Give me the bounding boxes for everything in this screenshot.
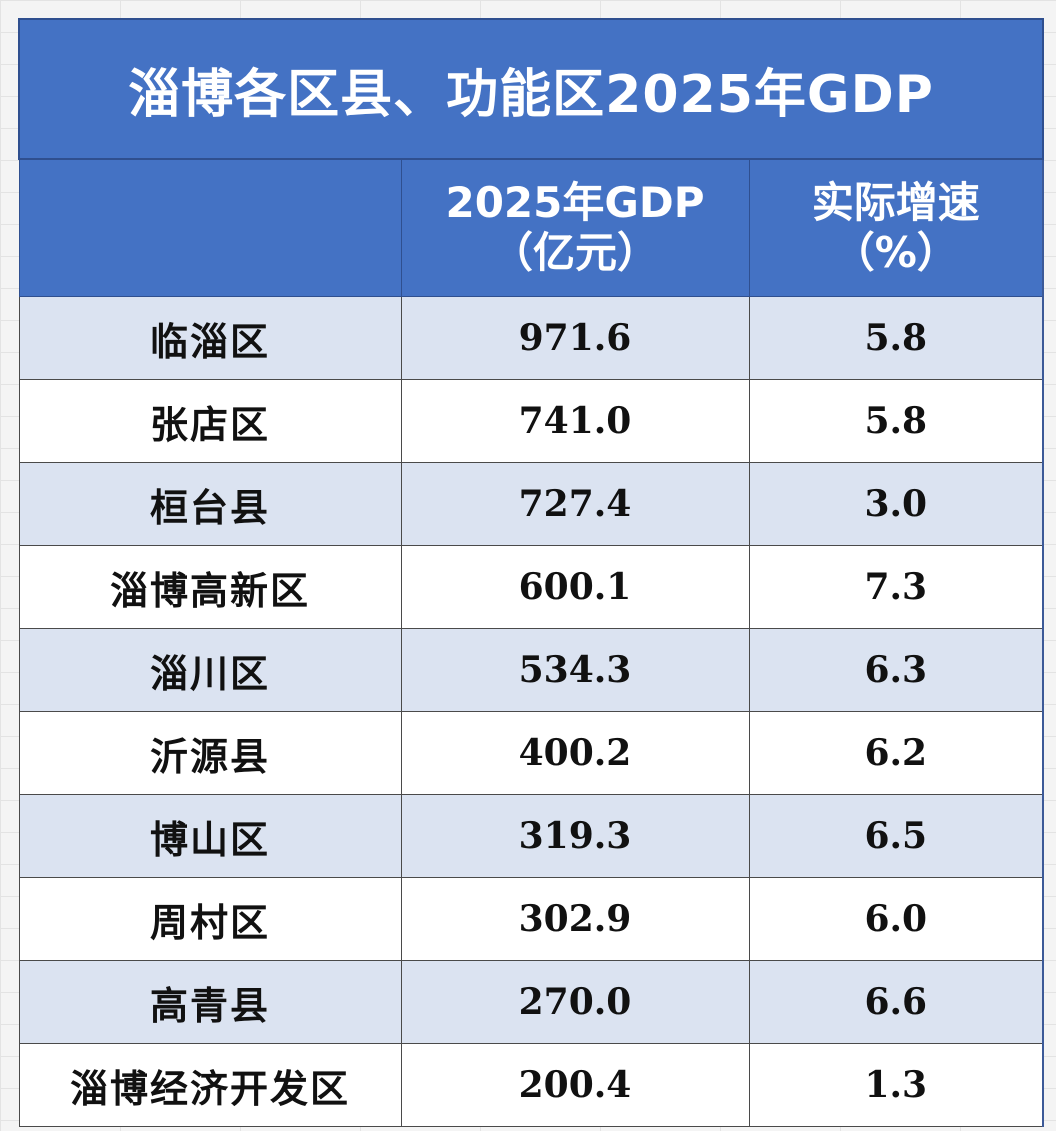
- growth-value: 7.3: [748, 545, 1044, 629]
- gdp-value: 270.0: [400, 960, 750, 1044]
- gdp-value: 971.6: [400, 296, 750, 380]
- gdp-value: 727.4: [400, 462, 750, 546]
- district-name: 淄川区: [18, 628, 402, 712]
- table-row: 桓台县 727.4 3.0: [18, 462, 1044, 546]
- growth-value: 5.8: [748, 379, 1044, 463]
- table-title: 淄博各区县、功能区2025年GDP: [17, 18, 1045, 160]
- growth-value: 5.8: [748, 296, 1044, 380]
- table-row: 博山区 319.3 6.5: [18, 794, 1044, 878]
- district-name: 淄博经济开发区: [18, 1043, 402, 1127]
- growth-value: 6.0: [748, 877, 1044, 961]
- growth-value: 6.3: [748, 628, 1044, 712]
- district-name: 博山区: [18, 794, 402, 878]
- table-row: 临淄区 971.6 5.8: [18, 296, 1044, 380]
- gdp-value: 319.3: [400, 794, 750, 878]
- growth-value: 6.5: [748, 794, 1044, 878]
- gdp-value: 400.2: [400, 711, 750, 795]
- title-row: 淄博各区县、功能区2025年GDP: [17, 18, 1045, 160]
- growth-value: 1.3: [748, 1043, 1044, 1127]
- district-name: 临淄区: [18, 296, 402, 380]
- gdp-value: 534.3: [400, 628, 750, 712]
- growth-value: 6.6: [748, 960, 1044, 1044]
- gdp-table-container: 淄博各区县、功能区2025年GDP 2025年GDP （亿元） 实际增速 （%）…: [17, 18, 1045, 1127]
- district-name: 高青县: [18, 960, 402, 1044]
- table-row: 张店区 741.0 5.8: [18, 379, 1044, 463]
- district-name: 淄博高新区: [18, 545, 402, 629]
- district-name: 周村区: [18, 877, 402, 961]
- gdp-value: 741.0: [400, 379, 750, 463]
- table-row: 淄川区 534.3 6.3: [18, 628, 1044, 712]
- table-row: 淄博经济开发区 200.4 1.3: [18, 1043, 1044, 1127]
- district-name: 桓台县: [18, 462, 402, 546]
- gdp-value: 302.9: [400, 877, 750, 961]
- table-row: 周村区 302.9 6.0: [18, 877, 1044, 961]
- header-row: 2025年GDP （亿元） 实际增速 （%）: [18, 159, 1044, 297]
- header-gdp-unit: （亿元）: [490, 228, 659, 277]
- growth-value: 6.2: [748, 711, 1044, 795]
- district-name: 张店区: [18, 379, 402, 463]
- growth-value: 3.0: [748, 462, 1044, 546]
- table-row: 沂源县 400.2 6.2: [18, 711, 1044, 795]
- table-row: 高青县 270.0 6.6: [18, 960, 1044, 1044]
- gdp-value: 600.1: [400, 545, 750, 629]
- header-growth-label: 实际增速: [811, 177, 980, 227]
- district-name: 沂源县: [18, 711, 402, 795]
- header-district: [18, 159, 402, 297]
- gdp-value: 200.4: [400, 1043, 750, 1127]
- header-growth-unit: （%）: [832, 228, 959, 277]
- gdp-table: 淄博各区县、功能区2025年GDP 2025年GDP （亿元） 实际增速 （%）…: [17, 18, 1045, 1127]
- table-row: 淄博高新区 600.1 7.3: [18, 545, 1044, 629]
- header-growth: 实际增速 （%）: [748, 159, 1044, 297]
- header-gdp-label: 2025年GDP: [445, 177, 705, 227]
- header-gdp: 2025年GDP （亿元）: [400, 159, 750, 297]
